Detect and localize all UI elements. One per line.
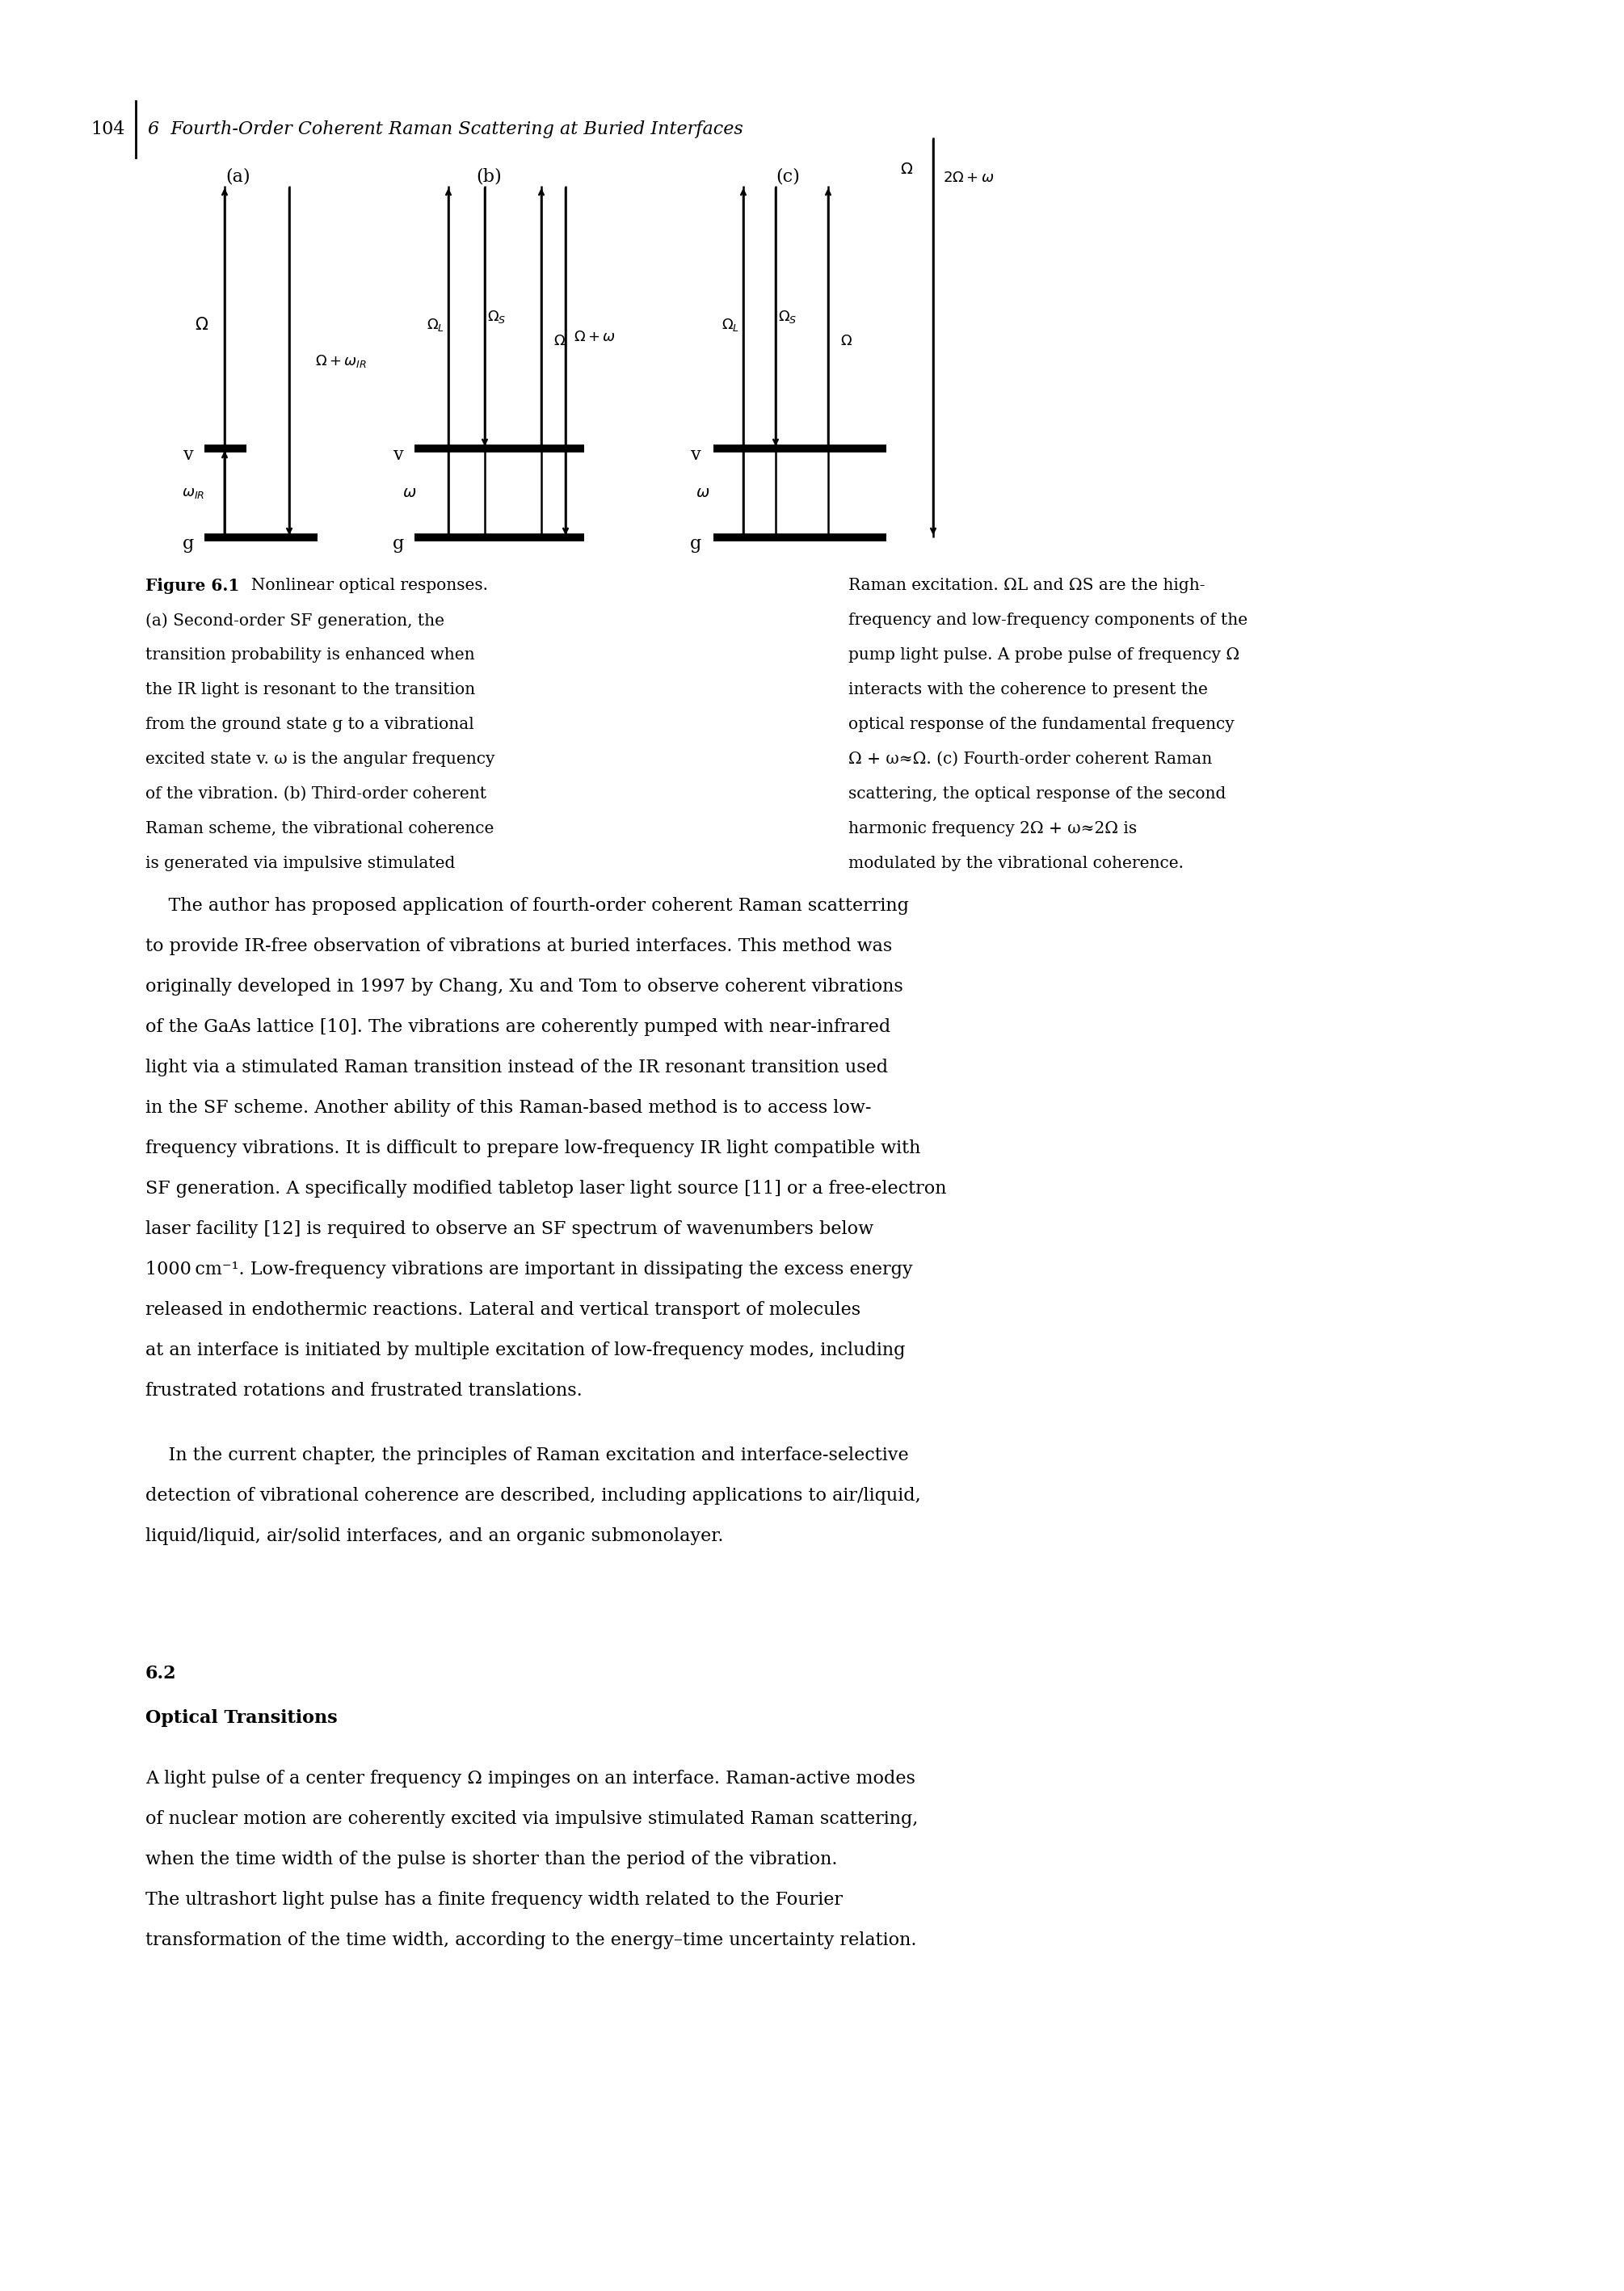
Text: to provide IR-free observation of vibrations at buried interfaces. This method w: to provide IR-free observation of vibrat… bbox=[146, 937, 892, 955]
Text: $\Omega+\omega$: $\Omega+\omega$ bbox=[573, 330, 615, 344]
Text: transition probability is enhanced when: transition probability is enhanced when bbox=[146, 648, 474, 662]
Text: g: g bbox=[690, 536, 702, 552]
Text: $\Omega_L$: $\Omega_L$ bbox=[427, 316, 445, 332]
Text: v: v bbox=[393, 447, 404, 463]
Text: $\omega$: $\omega$ bbox=[695, 486, 710, 499]
Text: liquid/liquid, air/solid interfaces, and an organic submonolayer.: liquid/liquid, air/solid interfaces, and… bbox=[146, 1528, 724, 1544]
Text: from the ground state g to a vibrational: from the ground state g to a vibrational bbox=[146, 717, 474, 733]
Text: optical response of the fundamental frequency: optical response of the fundamental freq… bbox=[848, 717, 1234, 733]
Text: frustrated rotations and frustrated translations.: frustrated rotations and frustrated tran… bbox=[146, 1381, 583, 1400]
Text: originally developed in 1997 by Chang, Xu and Tom to observe coherent vibrations: originally developed in 1997 by Chang, X… bbox=[146, 978, 903, 997]
Text: The author has proposed application of fourth-order coherent Raman scatterring: The author has proposed application of f… bbox=[146, 898, 909, 914]
Text: $\Omega_L$: $\Omega_L$ bbox=[721, 316, 739, 332]
Text: modulated by the vibrational coherence.: modulated by the vibrational coherence. bbox=[848, 857, 1184, 871]
Text: Raman excitation. ΩL and ΩS are the high-: Raman excitation. ΩL and ΩS are the high… bbox=[848, 577, 1205, 593]
Text: light via a stimulated Raman transition instead of the IR resonant transition us: light via a stimulated Raman transition … bbox=[146, 1058, 888, 1077]
Text: excited state v. ω is the angular frequency: excited state v. ω is the angular freque… bbox=[146, 751, 495, 767]
Text: 6  Fourth-Order Coherent Raman Scattering at Buried Interfaces: 6 Fourth-Order Coherent Raman Scattering… bbox=[148, 121, 744, 137]
Text: 1000 cm⁻¹. Low-frequency vibrations are important in dissipating the excess ener: 1000 cm⁻¹. Low-frequency vibrations are … bbox=[146, 1260, 913, 1278]
Text: (a): (a) bbox=[226, 167, 250, 186]
Text: (c): (c) bbox=[776, 167, 801, 186]
Text: $\Omega$: $\Omega$ bbox=[195, 316, 208, 332]
Text: scattering, the optical response of the second: scattering, the optical response of the … bbox=[848, 786, 1226, 802]
Text: $\Omega_S$: $\Omega_S$ bbox=[487, 309, 507, 325]
Text: SF generation. A specifically modified tabletop laser light source [11] or a fre: SF generation. A specifically modified t… bbox=[146, 1180, 947, 1198]
Text: of the GaAs lattice [10]. The vibrations are coherently pumped with near-infrare: of the GaAs lattice [10]. The vibrations… bbox=[146, 1017, 890, 1036]
Text: harmonic frequency 2Ω + ω≈2Ω is: harmonic frequency 2Ω + ω≈2Ω is bbox=[848, 820, 1137, 836]
Text: transformation of the time width, according to the energy–time uncertainty relat: transformation of the time width, accord… bbox=[146, 1931, 916, 1950]
Text: Ω + ω≈Ω. (c) Fourth-order coherent Raman: Ω + ω≈Ω. (c) Fourth-order coherent Raman bbox=[848, 751, 1212, 767]
Text: (a) Second-order SF generation, the: (a) Second-order SF generation, the bbox=[146, 612, 445, 628]
Text: Optical Transitions: Optical Transitions bbox=[146, 1709, 338, 1727]
Text: v: v bbox=[184, 447, 193, 463]
Text: $\Omega_S$: $\Omega_S$ bbox=[778, 309, 797, 325]
Text: $\omega$: $\omega$ bbox=[403, 486, 417, 499]
Text: frequency and low-frequency components of the: frequency and low-frequency components o… bbox=[848, 612, 1247, 628]
Text: The ultrashort light pulse has a finite frequency width related to the Fourier: The ultrashort light pulse has a finite … bbox=[146, 1890, 843, 1908]
Text: frequency vibrations. It is difficult to prepare low-frequency IR light compatib: frequency vibrations. It is difficult to… bbox=[146, 1139, 921, 1157]
Text: $\Omega$: $\Omega$ bbox=[554, 334, 565, 348]
Text: $\Omega$: $\Omega$ bbox=[840, 334, 853, 348]
Text: at an interface is initiated by multiple excitation of low-frequency modes, incl: at an interface is initiated by multiple… bbox=[146, 1343, 905, 1359]
Text: $\Omega+\omega_{IR}$: $\Omega+\omega_{IR}$ bbox=[315, 353, 367, 369]
Text: Raman scheme, the vibrational coherence: Raman scheme, the vibrational coherence bbox=[146, 820, 494, 836]
Text: the IR light is resonant to the transition: the IR light is resonant to the transiti… bbox=[146, 683, 476, 696]
Text: when the time width of the pulse is shorter than the period of the vibration.: when the time width of the pulse is shor… bbox=[146, 1851, 838, 1869]
Text: released in endothermic reactions. Lateral and vertical transport of molecules: released in endothermic reactions. Later… bbox=[146, 1301, 861, 1320]
Text: v: v bbox=[690, 447, 702, 463]
Text: $\Omega$: $\Omega$ bbox=[900, 163, 913, 176]
Text: In the current chapter, the principles of Raman excitation and interface-selecti: In the current chapter, the principles o… bbox=[146, 1446, 909, 1464]
Text: 104: 104 bbox=[91, 121, 125, 137]
Text: $2\Omega+\omega$: $2\Omega+\omega$ bbox=[944, 170, 994, 186]
Text: g: g bbox=[182, 536, 193, 552]
Text: in the SF scheme. Another ability of this Raman-based method is to access low-: in the SF scheme. Another ability of thi… bbox=[146, 1100, 872, 1116]
Text: of nuclear motion are coherently excited via impulsive stimulated Raman scatteri: of nuclear motion are coherently excited… bbox=[146, 1810, 918, 1828]
Text: Nonlinear optical responses.: Nonlinear optical responses. bbox=[240, 577, 487, 593]
Text: Figure 6.1: Figure 6.1 bbox=[146, 577, 239, 593]
Text: A light pulse of a center frequency Ω impinges on an interface. Raman-active mod: A light pulse of a center frequency Ω im… bbox=[146, 1769, 916, 1787]
Text: detection of vibrational coherence are described, including applications to air/: detection of vibrational coherence are d… bbox=[146, 1487, 921, 1505]
Text: g: g bbox=[393, 536, 404, 552]
Text: is generated via impulsive stimulated: is generated via impulsive stimulated bbox=[146, 857, 455, 871]
Text: pump light pulse. A probe pulse of frequency Ω: pump light pulse. A probe pulse of frequ… bbox=[848, 648, 1239, 662]
Text: $\omega_{IR}$: $\omega_{IR}$ bbox=[182, 486, 205, 499]
Text: of the vibration. (b) Third-order coherent: of the vibration. (b) Third-order cohere… bbox=[146, 786, 487, 802]
Text: (b): (b) bbox=[476, 167, 502, 186]
Text: interacts with the coherence to present the: interacts with the coherence to present … bbox=[848, 683, 1208, 696]
Text: laser facility [12] is required to observe an SF spectrum of wavenumbers below: laser facility [12] is required to obser… bbox=[146, 1221, 874, 1237]
Text: 6.2: 6.2 bbox=[146, 1666, 177, 1682]
